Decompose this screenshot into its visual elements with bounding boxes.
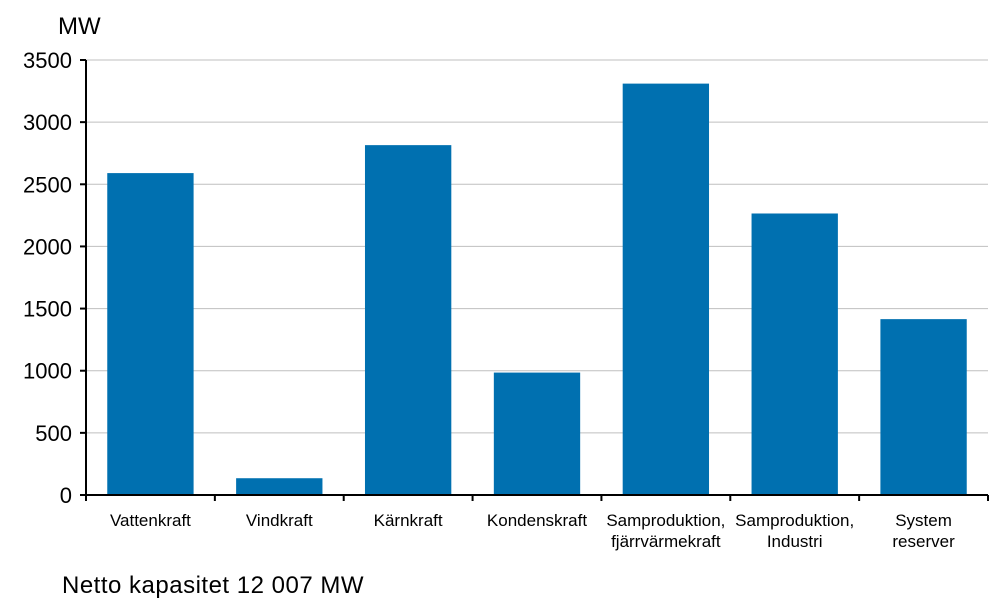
y-tick-label: 500 — [35, 421, 72, 446]
bars — [107, 83, 967, 495]
bar — [751, 213, 838, 495]
x-tick-label: Vattenkraft — [110, 511, 191, 530]
x-tick-label: Kärnkraft — [374, 511, 443, 530]
bar — [107, 173, 194, 495]
y-tick-label: 2000 — [23, 234, 72, 259]
x-tick-label: System reserver — [892, 511, 955, 551]
y-axis-unit-label: MW — [58, 13, 101, 40]
y-tick-label: 0 — [60, 483, 72, 508]
bar — [236, 478, 323, 495]
y-tick-label: 3000 — [23, 110, 72, 135]
x-tick-label: Kondenskraft — [487, 511, 587, 530]
y-tick-label: 3500 — [23, 48, 72, 73]
x-tick-label: Samproduktion, fjärrvärmekraft — [606, 511, 725, 551]
bar — [880, 319, 967, 495]
net-capacity-note: Netto kapasitet 12 007 MW — [62, 572, 364, 599]
y-tick-label: 2500 — [23, 172, 72, 197]
y-tick-labels: 0 500 1000 1500 2000 2500 3000 3500 — [23, 48, 72, 508]
bar — [493, 372, 581, 495]
x-tick-label: Samproduktion, Industri — [735, 511, 854, 551]
bar — [622, 83, 710, 495]
x-tick-label: Vindkraft — [246, 511, 313, 530]
gridlines — [86, 59, 988, 434]
bar — [364, 145, 452, 495]
axes — [80, 59, 989, 501]
y-tick-label: 1000 — [23, 359, 72, 384]
y-tick-label: 1500 — [23, 297, 72, 322]
x-tick-labels: Vattenkraft Vindkraft Kärnkraft Kondenskraf… — [110, 511, 955, 551]
